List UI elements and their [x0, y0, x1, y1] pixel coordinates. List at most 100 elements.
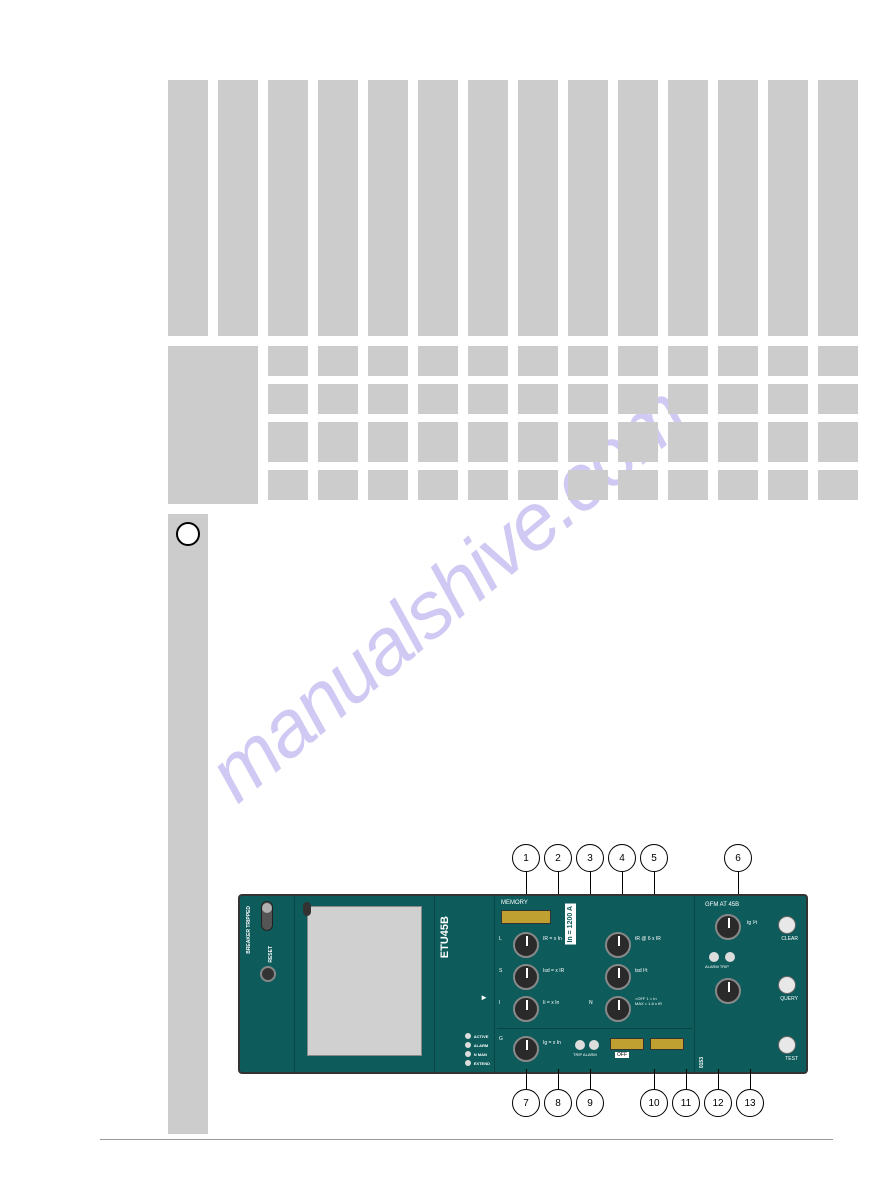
lcd-display	[307, 906, 422, 1056]
clear-label: CLEAR	[781, 936, 798, 942]
display-port	[303, 902, 311, 916]
gfm-dial-2[interactable]	[715, 978, 741, 1004]
test-label: TEST	[785, 1056, 798, 1062]
callout-circle: 7	[512, 1089, 540, 1117]
g-off-slide[interactable]	[610, 1038, 644, 1050]
device-figure: 123456 BREAKER TRIPPED RESET	[218, 844, 858, 1124]
n-in-dial[interactable]	[605, 996, 631, 1022]
grid-cell	[718, 346, 758, 376]
grid-cell	[818, 470, 858, 500]
gfm-tg-label: tg I²t	[747, 920, 757, 926]
grid-cell	[318, 346, 358, 376]
grid-cell	[618, 346, 658, 376]
code-label: 0153	[699, 1057, 705, 1068]
l-ir-dial[interactable]	[513, 932, 539, 958]
test-button[interactable]	[778, 1036, 796, 1054]
s-tsd-label: tsd I²t	[635, 968, 648, 974]
g-ig-label: Ig = x In	[543, 1040, 561, 1046]
callout-circle: 1	[512, 844, 540, 872]
status-led-row: ALARM	[465, 1042, 490, 1048]
callout-line	[590, 1069, 591, 1089]
bottom-section: 123456 BREAKER TRIPPED RESET	[168, 514, 858, 1134]
grid-cell	[768, 422, 808, 462]
rating-label: In = 1200 A	[565, 904, 576, 945]
model-label: ETU45B	[439, 916, 451, 958]
status-led	[465, 1033, 471, 1039]
callout-circle: 8	[544, 1089, 572, 1117]
grid-cell	[668, 384, 708, 414]
callout-line	[718, 1069, 719, 1089]
reset-toggle[interactable]	[261, 901, 273, 931]
stripe-col	[768, 80, 808, 336]
grid-cell	[518, 346, 558, 376]
i-ii-dial[interactable]	[513, 996, 539, 1022]
dev-settings-section: MEMORY In = 1200 A L IR = x In tR @ 6 x …	[495, 896, 695, 1072]
g-off-label: OFF	[615, 1052, 629, 1058]
callout-circle: 10	[640, 1089, 668, 1117]
callout-circle: 6	[724, 844, 752, 872]
grid-cell	[418, 384, 458, 414]
grid-cell	[268, 346, 308, 376]
gfm-alarm-led	[709, 952, 719, 962]
grid-row	[268, 384, 858, 414]
status-led-label: ALARM	[474, 1043, 488, 1048]
bottom-sidebar	[168, 514, 208, 1134]
grid-cell	[718, 470, 758, 500]
status-led-row: N MAN	[465, 1051, 490, 1057]
grid-cell	[368, 346, 408, 376]
grid-cell	[618, 384, 658, 414]
grid-cell	[318, 384, 358, 414]
grid-row	[268, 346, 858, 376]
grid-cell	[368, 384, 408, 414]
grid-cell	[418, 422, 458, 462]
grid-cell	[818, 346, 858, 376]
s-isd-dial[interactable]	[513, 964, 539, 990]
grid-cell	[568, 470, 608, 500]
memory-slide[interactable]	[501, 910, 551, 924]
status-led	[465, 1060, 471, 1066]
status-led	[465, 1051, 471, 1057]
grid-cell	[368, 422, 408, 462]
s-tsd-dial[interactable]	[605, 964, 631, 990]
memory-label: MEMORY	[501, 900, 528, 906]
stripe-col	[218, 80, 258, 336]
etu-device: BREAKER TRIPPED RESET ETU45B ► ACT	[238, 894, 808, 1074]
grid-cell	[468, 422, 508, 462]
g-slide-2[interactable]	[650, 1038, 684, 1050]
callout-circle: 4	[608, 844, 636, 872]
grid-cell	[418, 346, 458, 376]
grid-cell	[268, 384, 308, 414]
grid-cell	[518, 470, 558, 500]
grid-cell	[518, 422, 558, 462]
g-ig-dial[interactable]	[513, 1036, 539, 1062]
stripe-col	[268, 80, 308, 336]
s-row-label: S	[499, 968, 502, 974]
clear-button[interactable]	[778, 916, 796, 934]
stripe-col	[618, 80, 658, 336]
grid-row	[268, 470, 858, 500]
arrow-icon: ►	[480, 993, 488, 1002]
stripe-col	[468, 80, 508, 336]
n-note: =OFF 1 = In MAX = 1.6 x IR	[635, 996, 662, 1006]
g-row-label: G	[499, 1036, 503, 1042]
grid-cell	[618, 422, 658, 462]
stripe-col	[818, 80, 858, 336]
n-row-label: N	[589, 1000, 593, 1006]
reset-indicator	[260, 966, 276, 982]
grid-cell	[718, 384, 758, 414]
gfm-trip-led	[725, 952, 735, 962]
grid-body	[268, 346, 858, 504]
status-led-label: EXTEND	[474, 1061, 490, 1066]
stripe-col	[168, 80, 208, 336]
grid-section	[168, 346, 858, 504]
grid-cell	[568, 384, 608, 414]
grid-cell	[318, 422, 358, 462]
stripe-col	[568, 80, 608, 336]
bottom-content: 123456 BREAKER TRIPPED RESET	[218, 514, 858, 1134]
query-button[interactable]	[778, 976, 796, 994]
grid-cell	[468, 470, 508, 500]
gfm-dial-1[interactable]	[715, 914, 741, 940]
g-trip-alarm-label: TRIP ALARM	[573, 1052, 597, 1057]
l-tr-dial[interactable]	[605, 932, 631, 958]
stripe-col	[318, 80, 358, 336]
